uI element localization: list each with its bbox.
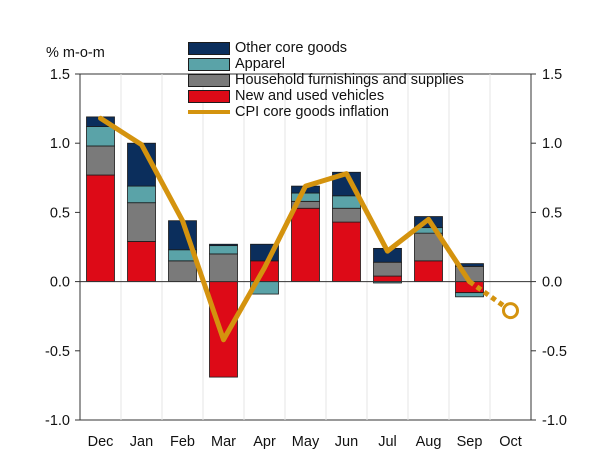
bar-segment [291, 207, 320, 282]
y-tick-label-left: 0.5 [50, 205, 70, 221]
bar-segment [332, 195, 361, 209]
y-tick-label-left: 1.5 [50, 67, 70, 83]
bar-segment [209, 243, 238, 247]
axis-ticks: 1.5 1.5 1.0 1.0 0.5 0.5 0.0 0.0 -0.5 -0.5 -1.0 -1.0… [45, 67, 567, 450]
bar-segment [455, 292, 484, 298]
core-goods-inflation-line [98, 115, 472, 343]
legend-item-core-goods-inflation: CPI core goods inflation [188, 104, 464, 120]
bar-segment [127, 241, 156, 283]
y-tick-label-right: -1.0 [542, 413, 567, 429]
bar-segment [414, 260, 443, 282]
x-tick-label: May [292, 434, 320, 450]
x-tick-label: Jul [378, 434, 397, 450]
x-tick-label: Jun [335, 434, 358, 450]
legend-item-vehicles: New and used vehicles [188, 88, 464, 104]
y-tick-label-right: -0.5 [542, 344, 567, 360]
bar-segment [332, 207, 361, 223]
y-tick-label-right: 1.0 [542, 136, 562, 152]
legend-swatch-household-furnishings [188, 73, 230, 87]
category-separators [120, 74, 491, 420]
forecast-marker [502, 302, 519, 320]
legend-label-vehicles: New and used vehicles [235, 88, 385, 104]
x-tick-label: Sep [457, 434, 483, 450]
x-tick-label: Oct [499, 434, 522, 450]
y-axis-label: % m-o-m [46, 45, 105, 61]
y-tick-label-left: -1.0 [45, 413, 70, 429]
bar-segment [86, 174, 115, 282]
bar-segment [209, 281, 238, 378]
plot-frame [79, 73, 532, 421]
y-tick-label-left: -0.5 [45, 344, 70, 360]
core-goods-line-group [98, 115, 519, 343]
legend-item-household-furnishings: Household furnishings and supplies [188, 72, 464, 88]
stacked-bars [86, 116, 484, 378]
x-tick-label: Aug [416, 434, 442, 450]
bar-segment [373, 261, 402, 277]
x-tick-label: Jan [130, 434, 153, 450]
bar-segment [168, 260, 197, 282]
bar-segment [209, 253, 238, 282]
x-tick-label: Mar [211, 434, 236, 450]
legend-label-other-core-goods: Other core goods [235, 40, 348, 56]
legend-label-apparel: Apparel [235, 56, 285, 72]
y-tick-label-right: 1.5 [542, 67, 562, 83]
bar-segment [332, 221, 361, 282]
legend: Other core goods Apparel Household furni… [188, 40, 464, 120]
bar-segment [455, 263, 484, 267]
legend-item-apparel: Apparel [188, 56, 464, 72]
y-tick-label-right: 0.5 [542, 205, 562, 221]
bar-segment [373, 275, 402, 282]
x-tick-label: Dec [88, 434, 114, 450]
y-tick-label-right: 0.0 [542, 275, 562, 291]
bar-segment [86, 126, 115, 147]
x-tick-label: Apr [253, 434, 276, 450]
bar-segment [86, 145, 115, 176]
y-tick-label-left: 1.0 [50, 136, 70, 152]
legend-swatch-other-core-goods [188, 41, 230, 55]
legend-label-household-furnishings: Household furnishings and supplies [235, 72, 464, 88]
legend-swatch-apparel [188, 57, 230, 71]
legend-item-other-core-goods: Other core goods [188, 40, 464, 56]
bar-segment [209, 245, 238, 255]
legend-label-core-goods-inflation: CPI core goods inflation [235, 104, 389, 120]
legend-line-core-goods-inflation [188, 110, 230, 114]
bar-segment [127, 202, 156, 242]
bar-segment [127, 185, 156, 204]
x-tick-label: Feb [170, 434, 195, 450]
legend-swatch-vehicles [188, 89, 230, 103]
y-tick-label-left: 0.0 [50, 275, 70, 291]
